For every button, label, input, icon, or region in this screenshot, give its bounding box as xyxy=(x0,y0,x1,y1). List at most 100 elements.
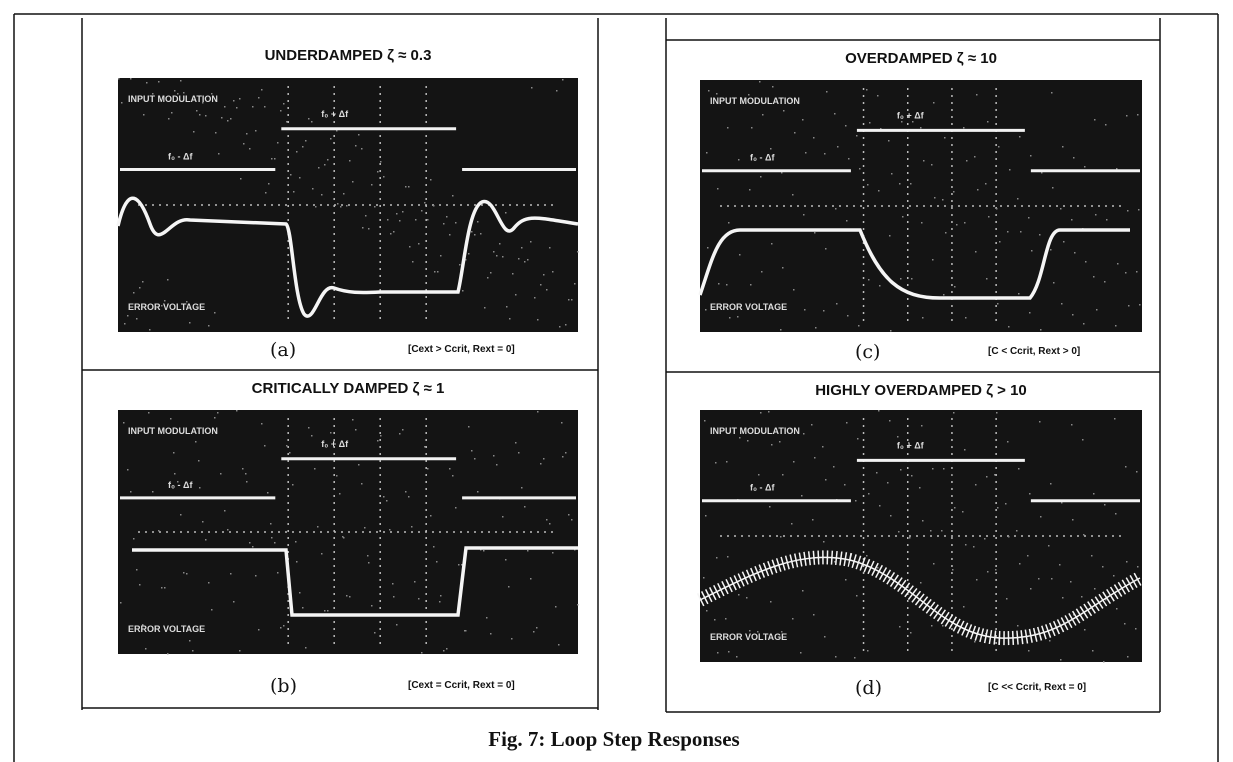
noise xyxy=(988,216,990,218)
noise xyxy=(543,274,545,276)
noise xyxy=(1074,252,1076,254)
noise xyxy=(571,519,573,521)
noise xyxy=(1008,326,1010,328)
noise xyxy=(920,582,922,584)
noise xyxy=(814,457,816,459)
noise xyxy=(1018,293,1020,295)
noise xyxy=(199,114,201,116)
noise xyxy=(424,446,426,448)
noise xyxy=(845,125,847,127)
noise xyxy=(1019,563,1021,565)
noise xyxy=(815,327,817,329)
noise xyxy=(899,183,901,185)
noise xyxy=(1070,581,1072,583)
noise xyxy=(966,160,968,162)
noise xyxy=(1114,418,1116,420)
noise xyxy=(411,526,413,528)
noise xyxy=(1016,530,1018,532)
noise xyxy=(782,474,784,476)
noise xyxy=(311,121,313,123)
noise xyxy=(368,562,370,564)
noise xyxy=(826,91,828,93)
noise xyxy=(536,627,538,629)
noise xyxy=(508,586,510,588)
noise xyxy=(164,300,166,302)
noise xyxy=(782,267,784,269)
noise xyxy=(703,577,705,579)
noise xyxy=(769,506,771,508)
noise xyxy=(496,255,498,257)
noise xyxy=(161,305,163,307)
noise xyxy=(364,527,366,529)
noise xyxy=(308,427,310,429)
noise xyxy=(758,474,760,476)
noise xyxy=(321,194,323,196)
noise xyxy=(349,596,351,598)
noise xyxy=(1006,598,1008,600)
noise xyxy=(227,120,229,122)
noise xyxy=(446,216,448,218)
noise xyxy=(996,208,998,210)
noise xyxy=(812,519,814,521)
noise xyxy=(997,303,999,305)
noise xyxy=(193,131,195,133)
noise xyxy=(956,224,958,226)
noise xyxy=(1018,468,1020,470)
noise xyxy=(738,159,740,161)
noise xyxy=(1117,263,1119,265)
noise xyxy=(365,215,367,217)
noise xyxy=(549,523,551,525)
noise xyxy=(333,441,335,443)
noise xyxy=(436,561,438,563)
noise xyxy=(471,231,473,233)
noise xyxy=(471,450,473,452)
noise xyxy=(396,624,398,626)
noise xyxy=(505,212,507,214)
noise xyxy=(846,220,848,222)
noise xyxy=(515,294,517,296)
noise xyxy=(740,97,742,99)
noise xyxy=(953,412,955,414)
noise xyxy=(327,610,329,612)
noise xyxy=(233,601,235,603)
noise xyxy=(221,117,223,119)
noise xyxy=(1072,314,1074,316)
noise xyxy=(449,468,451,470)
noise xyxy=(977,189,979,191)
noise xyxy=(1028,217,1030,219)
noise xyxy=(877,95,879,97)
panel-condition: [Cext = Ccrit, Rext = 0] xyxy=(408,680,515,691)
noise xyxy=(245,473,247,475)
noise xyxy=(824,636,826,638)
noise xyxy=(1049,640,1051,642)
noise xyxy=(760,412,762,414)
noise xyxy=(1094,119,1096,121)
noise xyxy=(296,151,298,153)
noise xyxy=(208,325,210,327)
noise xyxy=(837,146,839,148)
noise xyxy=(455,222,457,224)
noise xyxy=(715,462,717,464)
noise xyxy=(465,259,467,261)
noise xyxy=(524,506,526,508)
noise xyxy=(133,292,135,294)
noise xyxy=(942,199,944,201)
noise xyxy=(239,650,241,652)
noise xyxy=(509,318,511,320)
noise xyxy=(1082,439,1084,441)
noise xyxy=(919,487,921,489)
noise xyxy=(483,550,485,552)
noise xyxy=(377,171,379,173)
panel-letter: (a) xyxy=(270,339,296,361)
noise xyxy=(1017,198,1019,200)
noise xyxy=(800,652,802,654)
noise xyxy=(876,472,878,474)
noise xyxy=(440,255,442,257)
noise xyxy=(1030,155,1032,157)
error-label: ERROR VOLTAGE xyxy=(710,302,787,312)
noise xyxy=(174,473,176,475)
noise xyxy=(1031,250,1033,252)
panel-condition: [C << Ccrit, Rext = 0] xyxy=(988,682,1086,693)
noise xyxy=(330,138,332,140)
noise xyxy=(168,118,170,120)
